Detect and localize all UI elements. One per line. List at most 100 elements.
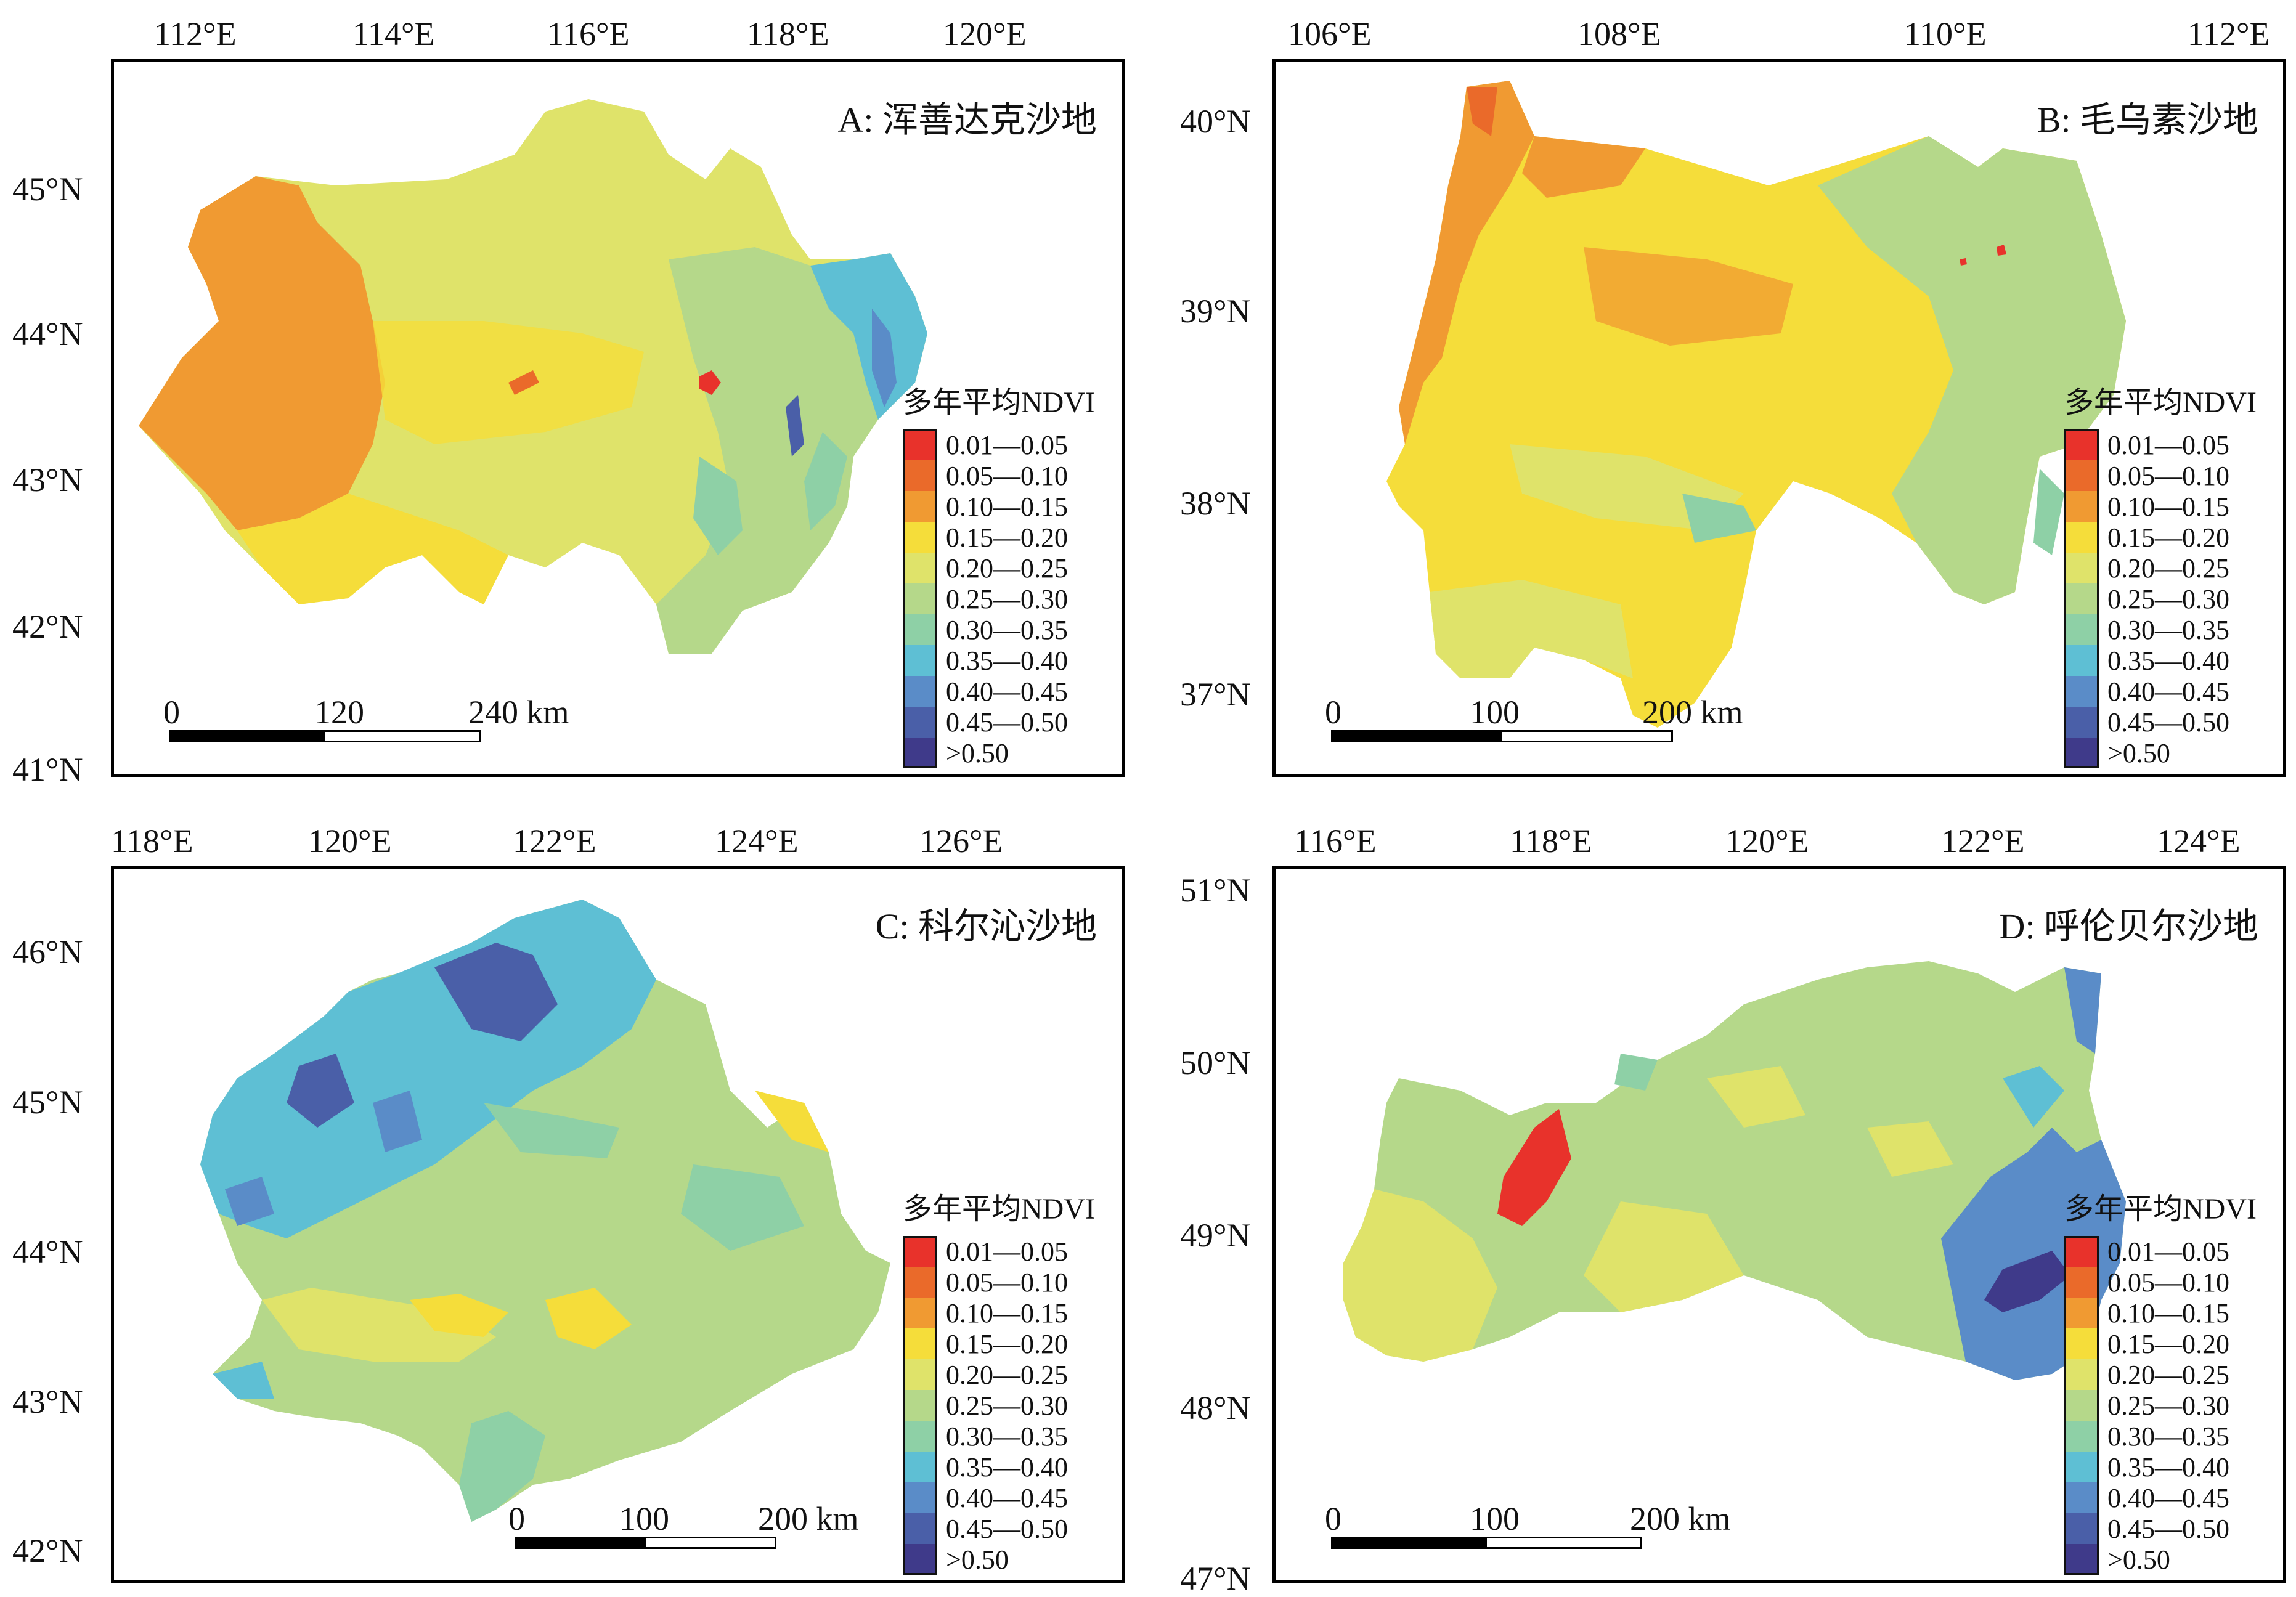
legend-label: 0.40—0.45: [946, 1482, 1068, 1513]
legend-label: 0.35—0.40: [2107, 1452, 2229, 1482]
legend-item: 0.40—0.45: [2064, 1482, 2257, 1513]
legend-swatch: [903, 522, 937, 553]
legend-label: 0.20—0.25: [946, 1359, 1068, 1390]
legend-item: 0.20—0.25: [903, 1359, 1095, 1390]
legend-label: 0.10—0.15: [2107, 491, 2229, 522]
scale-label: 0: [508, 1500, 525, 1537]
panel-title: D: 呼伦贝尔沙地: [1999, 906, 2258, 946]
legend-swatch: [2064, 460, 2099, 491]
lon-label: 118°E: [1510, 823, 1592, 859]
legend-item: 0.35—0.40: [903, 1452, 1095, 1482]
legend-item: 0.25—0.30: [2064, 583, 2257, 614]
legend-swatch: [2064, 1267, 2099, 1298]
legend-item: 0.35—0.40: [2064, 645, 2257, 676]
legend-rows: 0.01—0.05 0.05—0.10 0.10—0.15 0.15—0.20 0.20…: [903, 1236, 1095, 1575]
lon-label: 118°E: [747, 15, 829, 52]
legend-label: 0.10—0.15: [2107, 1298, 2229, 1328]
legend-item: 0.10—0.15: [2064, 491, 2257, 522]
legend-label: 0.15—0.20: [946, 522, 1068, 553]
scale-bar: 0 120 240 km: [163, 693, 569, 742]
scale-bar: 0 100 200 km: [1325, 1500, 1731, 1549]
legend-item: 0.45—0.50: [2064, 1513, 2257, 1544]
legend-item: 0.05—0.10: [903, 1267, 1095, 1298]
legend-swatch: [2064, 614, 2099, 645]
lon-label: 120°E: [308, 823, 392, 859]
legend-swatch: [2064, 1390, 2099, 1421]
map-frame: D: 呼伦贝尔沙地 多年平均NDVI 0.01—0.05 0.05—0.10 0.1…: [1272, 866, 2286, 1583]
scale-label: 240 km: [468, 694, 569, 731]
legend-label: 0.25—0.30: [946, 583, 1068, 614]
legend-label: 0.30—0.35: [946, 614, 1068, 645]
lat-label: 40°N: [1180, 103, 1251, 140]
lat-label: 51°N: [1180, 872, 1251, 909]
lat-label: 46°N: [12, 933, 83, 970]
legend-title: 多年平均NDVI: [2064, 386, 2257, 419]
legend-item: 0.20—0.25: [2064, 1359, 2257, 1390]
lat-label: 42°N: [12, 1532, 83, 1569]
legend-swatch: [2064, 1236, 2099, 1267]
map-frame: A: 浑善达克沙地 多年平均NDVI 0.01—0.05 0.05—0.10 0.1…: [111, 59, 1125, 777]
map-frame: B: 毛乌素沙地 多年平均NDVI 0.01—0.05 0.05—0.10 0.10…: [1272, 59, 2286, 777]
legend-swatch: [903, 1298, 937, 1328]
legend-item: 0.15—0.20: [2064, 1328, 2257, 1359]
legend-label: 0.30—0.35: [2107, 1421, 2229, 1452]
legend: 多年平均NDVI 0.01—0.05 0.05—0.10 0.10—0.15 0.15…: [903, 378, 1095, 768]
legend-label: 0.45—0.50: [2107, 1513, 2229, 1544]
lon-label: 116°E: [547, 15, 630, 52]
lon-label: 124°E: [715, 823, 799, 859]
legend-swatch: [903, 1390, 937, 1421]
legend-item: 0.01—0.05: [903, 1236, 1095, 1267]
legend-swatch: [903, 1267, 937, 1298]
legend-swatch: [903, 1482, 937, 1513]
legend-swatch: [903, 491, 937, 522]
legend-swatch: [2064, 1328, 2099, 1359]
lat-label: 39°N: [1180, 293, 1251, 330]
legend-label: >0.50: [2107, 738, 2170, 768]
panel-title: C: 科尔沁沙地: [875, 906, 1097, 946]
legend-label: 0.01—0.05: [946, 429, 1068, 460]
legend-item: >0.50: [2064, 1544, 2257, 1575]
lon-label: 108°E: [1577, 15, 1661, 52]
legend-item: >0.50: [2064, 738, 2257, 768]
lon-label: 122°E: [513, 823, 596, 859]
legend-label: >0.50: [946, 738, 1009, 768]
scale-label: 100: [619, 1500, 669, 1537]
legend-swatch: [903, 460, 937, 491]
lon-label: 106°E: [1288, 15, 1372, 52]
scale-label: 0: [1325, 1500, 1341, 1537]
scale-label: 200 km: [1630, 1500, 1731, 1537]
legend-label: 0.30—0.35: [2107, 614, 2229, 645]
legend-swatch: [903, 707, 937, 738]
lon-label: 110°E: [1904, 15, 1987, 52]
legend-label: 0.35—0.40: [946, 1452, 1068, 1482]
ndvi-map-c: [200, 900, 890, 1522]
panel-title: B: 毛乌素沙地: [2037, 100, 2258, 140]
legend-item: 0.45—0.50: [903, 1513, 1095, 1544]
legend-label: 0.40—0.45: [2107, 1482, 2229, 1513]
panel-title: A: 浑善达克沙地: [837, 100, 1097, 140]
legend-item: 0.40—0.45: [903, 676, 1095, 707]
legend-swatch: [2064, 707, 2099, 738]
legend-label: 0.01—0.05: [946, 1236, 1068, 1267]
legend-item: 0.01—0.05: [2064, 1236, 2257, 1267]
legend-swatch: [2064, 522, 2099, 553]
legend-swatch: [903, 553, 937, 583]
legend-item: 0.20—0.25: [2064, 553, 2257, 583]
legend-label: 0.45—0.50: [946, 1513, 1068, 1544]
lat-label: 37°N: [1180, 676, 1251, 713]
legend-swatch: [903, 614, 937, 645]
legend-swatch: [2064, 491, 2099, 522]
legend-item: 0.30—0.35: [2064, 614, 2257, 645]
legend-item: >0.50: [903, 738, 1095, 768]
legend-item: 0.25—0.30: [2064, 1390, 2257, 1421]
lat-label: 44°N: [12, 315, 83, 352]
legend-item: 0.10—0.15: [903, 1298, 1095, 1328]
legend-swatch: [903, 1359, 937, 1390]
legend-swatch: [2064, 1544, 2099, 1575]
lat-label: 45°N: [12, 171, 83, 208]
legend-label: 0.20—0.25: [946, 553, 1068, 583]
legend-label: 0.20—0.25: [2107, 1359, 2229, 1390]
legend-item: 0.45—0.50: [2064, 707, 2257, 738]
legend-label: 0.05—0.10: [946, 460, 1068, 491]
legend-swatch: [2064, 1421, 2099, 1452]
